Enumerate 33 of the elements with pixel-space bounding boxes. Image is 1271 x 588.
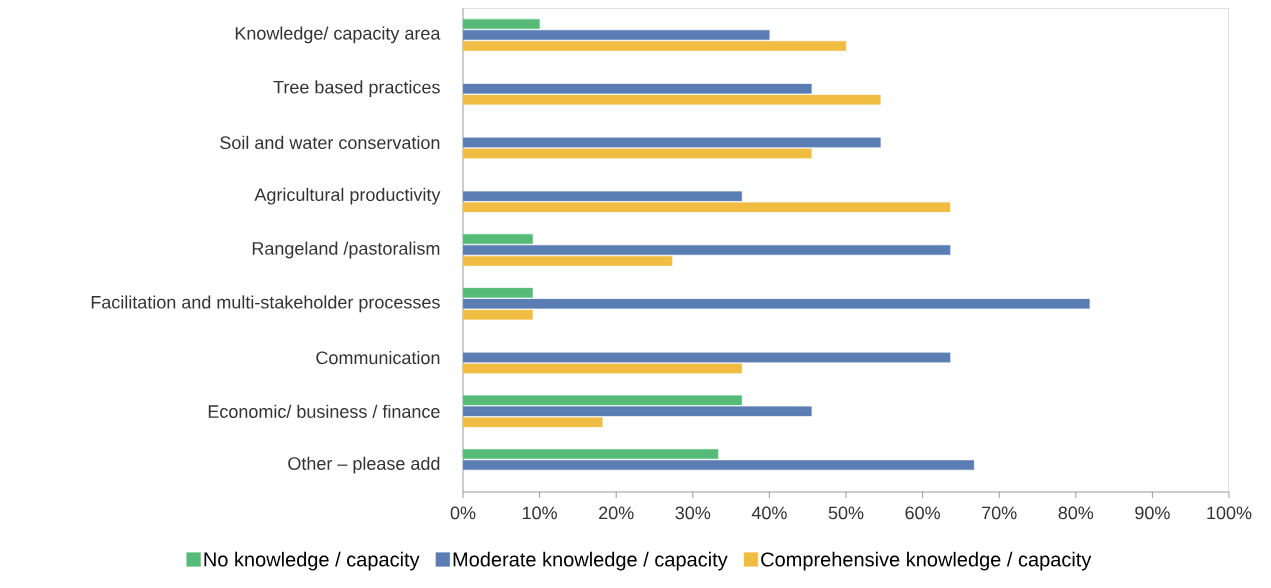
x-tick-label: 40% xyxy=(751,506,787,520)
legend-label: Moderate knowledge / capacity xyxy=(453,551,728,571)
y-tick-label: Tree based practices xyxy=(273,80,440,98)
bar xyxy=(463,363,743,374)
x-tick-label: 80% xyxy=(1058,506,1094,520)
legend-label: Comprehensive knowledge / capacity xyxy=(761,551,1092,571)
bar xyxy=(463,40,847,51)
x-tick-label: 10% xyxy=(522,506,557,520)
bar xyxy=(463,148,812,159)
x-tick-label: 90% xyxy=(1135,506,1170,520)
bar xyxy=(463,94,881,105)
x-tick-label: 50% xyxy=(828,506,864,520)
y-tick-label: Facilitation and multi-stakeholder processes xyxy=(91,295,440,313)
x-tick-label: 0% xyxy=(450,506,476,520)
x-tick-label: 30% xyxy=(675,506,711,520)
legend-label: No knowledge / capacity xyxy=(204,551,420,571)
y-tick-label: Rangeland /pastoralism xyxy=(252,241,440,259)
y-tick-label: Agricultural productivity xyxy=(254,187,441,205)
bar xyxy=(463,417,603,428)
bar xyxy=(463,137,881,148)
bar xyxy=(463,309,533,320)
x-tick-label: 70% xyxy=(982,506,1017,520)
bar xyxy=(463,256,673,266)
x-tick-label: 20% xyxy=(599,506,634,520)
bar xyxy=(463,352,951,363)
x-tick-label: 60% xyxy=(905,506,940,520)
y-tick-label: Soil and water conservation xyxy=(220,135,440,150)
y-tick-label: Communication xyxy=(316,350,440,365)
y-tick-label: Knowledge/ capacity area xyxy=(235,26,441,44)
y-tick-label: Economic/ business / finance xyxy=(208,404,440,418)
x-tick-label: 100% xyxy=(1207,506,1252,520)
y-tick-label: Other – please add xyxy=(288,456,440,474)
bar xyxy=(463,202,951,213)
